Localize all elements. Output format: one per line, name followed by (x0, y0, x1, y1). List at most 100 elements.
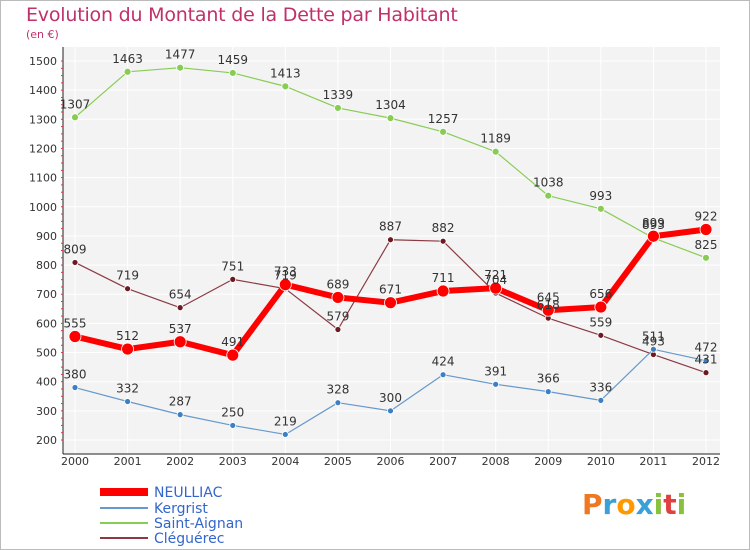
data-point (229, 275, 237, 283)
x-tick-label: 2005 (324, 455, 352, 468)
data-point (176, 63, 185, 72)
data-point (699, 223, 713, 236)
data-point (384, 296, 397, 310)
data-point (71, 259, 79, 266)
logo-letter: r (602, 488, 617, 521)
data-point (596, 204, 605, 213)
data-point (439, 371, 447, 379)
data-point (334, 326, 342, 333)
data-label: 219 (274, 414, 297, 428)
data-label: 250 (221, 405, 244, 419)
data-point (489, 281, 503, 295)
data-label: 721 (484, 268, 507, 282)
data-point (544, 388, 552, 396)
data-point (71, 384, 79, 391)
y-tick-label: 1000 (29, 201, 57, 214)
data-point (278, 278, 292, 292)
data-label: 555 (64, 317, 87, 331)
data-label: 287 (169, 395, 192, 409)
data-point (597, 331, 605, 339)
x-tick-label: 2001 (114, 455, 142, 468)
data-label: 328 (326, 383, 349, 397)
legend-label: Kergrist (154, 501, 208, 517)
data-point (436, 284, 450, 298)
data-label: 1459 (217, 53, 248, 67)
x-tick-label: 2000 (61, 455, 89, 468)
data-label: 751 (221, 259, 244, 273)
y-tick-label: 500 (36, 347, 57, 360)
data-point (281, 82, 290, 91)
x-tick-label: 2012 (692, 455, 720, 468)
data-point (281, 431, 289, 438)
data-point (173, 335, 187, 349)
data-label: 424 (432, 355, 455, 369)
data-label: 1413 (270, 66, 301, 80)
y-tick-label: 1100 (29, 172, 57, 185)
data-label: 491 (221, 335, 244, 349)
data-label: 512 (116, 329, 139, 343)
data-label: 809 (64, 242, 87, 256)
data-label: 825 (695, 238, 718, 252)
data-point (386, 114, 395, 123)
x-tick-label: 2008 (482, 455, 510, 468)
data-label: 380 (64, 368, 87, 382)
x-tick-label: 2011 (639, 455, 667, 468)
data-point (226, 348, 240, 362)
logo-letter: i (676, 488, 687, 521)
data-label: 493 (642, 335, 665, 349)
data-point (176, 411, 184, 419)
data-label: 1189 (480, 132, 511, 146)
data-label: 332 (116, 382, 139, 396)
proxiti-logo: Proxiti (582, 488, 686, 521)
data-label: 300 (379, 391, 402, 405)
logo-letter: o (616, 488, 636, 521)
data-label: 1038 (533, 176, 564, 190)
data-label: 899 (642, 216, 665, 230)
y-tick-label: 800 (36, 259, 57, 272)
data-label: 887 (379, 220, 402, 234)
y-tick-label: 900 (36, 230, 57, 243)
data-point (68, 330, 82, 343)
data-label: 431 (695, 353, 718, 367)
legend-label: Saint-Aignan (154, 516, 243, 532)
data-point (123, 67, 132, 76)
data-point (334, 104, 342, 112)
data-label: 336 (589, 380, 612, 394)
data-point (121, 342, 134, 356)
data-point (492, 380, 500, 388)
x-tick-label: 2004 (271, 455, 299, 468)
y-tick-label: 1400 (29, 84, 57, 97)
data-point (331, 291, 345, 304)
x-tick-label: 2010 (587, 455, 615, 468)
y-tick-label: 1300 (29, 113, 57, 126)
data-label: 654 (169, 288, 192, 302)
data-point (439, 127, 447, 136)
data-point (702, 369, 710, 377)
data-label: 993 (589, 189, 612, 203)
data-label: 579 (326, 310, 349, 324)
data-label: 1477 (165, 48, 196, 62)
data-point (71, 113, 79, 122)
data-point (176, 304, 184, 312)
data-label: 689 (326, 277, 349, 291)
data-label: 1304 (375, 98, 406, 112)
data-label: 882 (432, 221, 455, 235)
y-tick-label: 1200 (29, 142, 57, 155)
legend-label: NEULLIAC (154, 485, 223, 501)
legend-label: Cléguérec (154, 531, 224, 547)
data-label: 719 (116, 269, 139, 283)
x-tick-label: 2003 (219, 455, 247, 468)
data-label: 704 (484, 273, 507, 287)
chart-unit: (en €) (26, 28, 59, 41)
data-label: 922 (695, 210, 718, 224)
logo-letter: P (582, 488, 603, 521)
x-tick-label: 2007 (429, 455, 457, 468)
data-point (541, 303, 555, 317)
data-label: 472 (695, 341, 718, 355)
data-label: 893 (642, 218, 665, 232)
data-label: 366 (537, 372, 560, 386)
data-point (597, 396, 605, 404)
data-label: 671 (379, 283, 402, 297)
data-label: 1257 (428, 112, 459, 126)
data-point (387, 407, 394, 415)
